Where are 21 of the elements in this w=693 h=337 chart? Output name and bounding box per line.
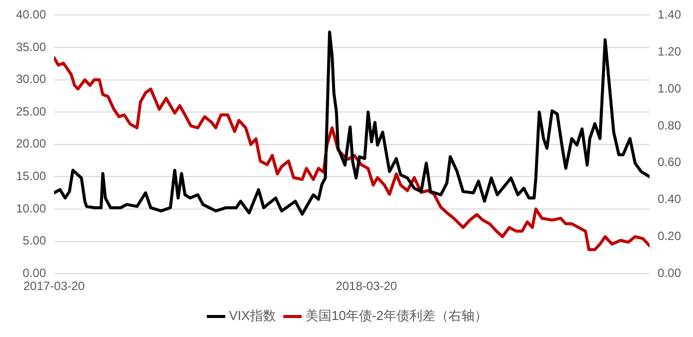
y2-tick-label: 1.40 <box>658 8 682 22</box>
y-tick-label: 25.00 <box>16 104 46 118</box>
y2-tick-label: 0.00 <box>658 266 682 280</box>
y-tick-label: 20.00 <box>16 136 46 151</box>
legend-label: VIX指数 <box>229 308 276 324</box>
x-tick-label: 2018-03-20 <box>336 279 398 294</box>
y-tick-label: 0.00 <box>22 266 46 280</box>
y-tick-label: 30.00 <box>16 72 46 86</box>
y2-tick-label: 1.20 <box>658 44 682 58</box>
x-tick-label: 2017-03-20 <box>23 279 86 294</box>
y-tick-label: 5.00 <box>22 234 46 248</box>
y2-tick-label: 0.20 <box>658 229 682 243</box>
y2-tick-label: 1.00 <box>658 81 682 96</box>
y2-tick-label: 0.60 <box>658 155 682 170</box>
legend-label: 美国10年债-2年债利差（右轴） <box>305 308 488 324</box>
y2-tick-label: 0.40 <box>658 192 682 206</box>
y-tick-label: 35.00 <box>16 40 46 54</box>
y2-tick-label: 0.80 <box>658 118 682 132</box>
y-tick-label: 15.00 <box>16 169 46 184</box>
y-tick-label: 10.00 <box>16 201 46 216</box>
y-tick-label: 40.00 <box>16 8 46 22</box>
